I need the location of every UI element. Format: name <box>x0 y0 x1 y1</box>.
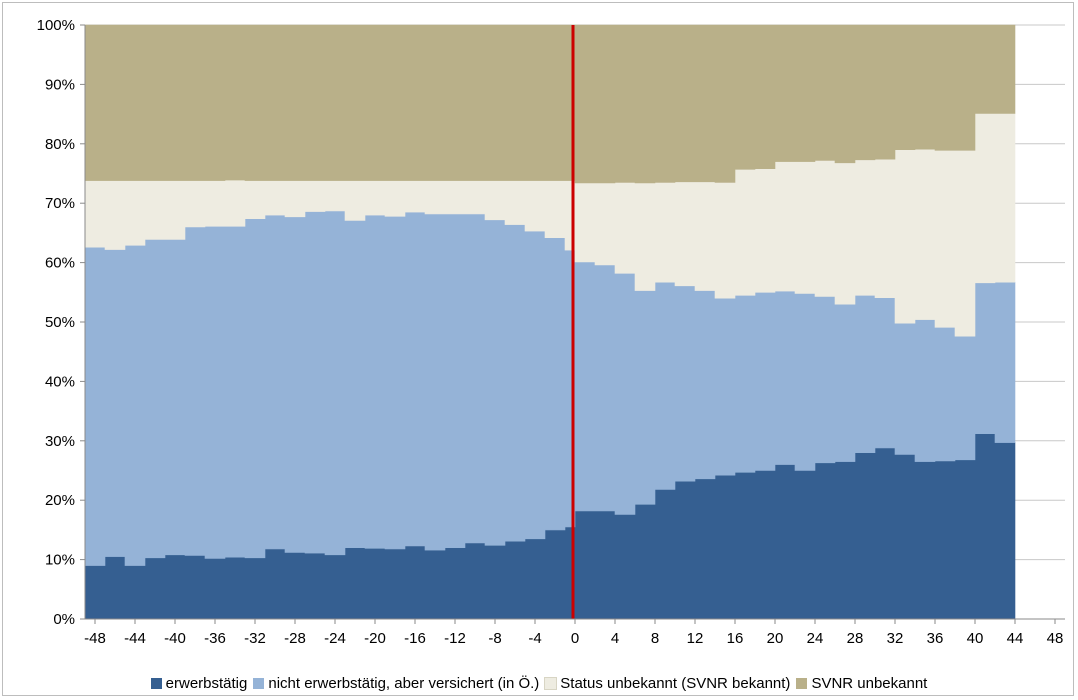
y-tick-label: 40% <box>45 373 75 390</box>
y-axis: 0% 10% 20% 30% 40% 50% 60% 70% 80% 90% 100% <box>37 17 86 628</box>
x-tick-label: -36 <box>204 630 226 647</box>
x-tick-label: -4 <box>528 630 541 647</box>
x-tick-label: -40 <box>164 630 186 647</box>
x-tick-label: -12 <box>444 630 466 647</box>
area-series-4 <box>84 24 1016 184</box>
y-tick-label: 50% <box>45 314 75 331</box>
y-tick-label: 0% <box>53 611 75 628</box>
x-tick-label: 4 <box>611 630 619 647</box>
x-tick-label: 20 <box>767 630 784 647</box>
x-tick-label: 24 <box>807 630 824 647</box>
x-tick-label: -16 <box>404 630 426 647</box>
x-tick-label: 44 <box>1007 630 1024 647</box>
x-tick-label: 28 <box>847 630 864 647</box>
x-tick-label: 0 <box>571 630 579 647</box>
x-axis: -48 -44 -40 -36 -32 -28 -24 -20 -16 -12 -8 -4 0 4 8 12 1… <box>84 618 1065 647</box>
y-tick-label: 20% <box>45 492 75 509</box>
stacked-area-chart: 0%10%20%30%40%50%60%70%80%90%100% -48 -44… <box>37 17 1065 647</box>
legend-label: Status unbekannt (SVNR bekannt) <box>560 675 791 692</box>
legend: erwerbstätig nicht erwerbstätig, aber ver… <box>3 675 1075 692</box>
legend-item: SVNR unbekannt <box>796 675 927 692</box>
x-tick-label: 16 <box>727 630 744 647</box>
x-tick-label: -24 <box>324 630 346 647</box>
x-tick-label: 48 <box>1047 630 1064 647</box>
legend-swatch <box>544 677 558 690</box>
x-tick-label: -32 <box>244 630 266 647</box>
series-areas <box>84 24 1016 620</box>
y-tick-label: 80% <box>45 136 75 153</box>
legend-label: nicht erwerbstätig, aber versichert (in … <box>268 675 540 692</box>
x-tick-label: 12 <box>687 630 704 647</box>
x-tick-label: -20 <box>364 630 386 647</box>
x-tick-label: 32 <box>887 630 904 647</box>
y-tick-label: 90% <box>45 76 75 93</box>
legend-item: nicht erwerbstätig, aber versichert (in … <box>253 675 539 692</box>
x-tick-label: 40 <box>967 630 984 647</box>
legend-item: erwerbstätig <box>150 675 248 692</box>
x-tick-label: 8 <box>651 630 659 647</box>
y-tick-label: 10% <box>45 552 75 569</box>
y-tick-label: 70% <box>45 195 75 212</box>
legend-item: Status unbekannt (SVNR bekannt) <box>544 675 791 692</box>
legend-label: erwerbstätig <box>165 675 248 692</box>
legend-swatch <box>150 678 162 689</box>
legend-label: SVNR unbekannt <box>811 675 928 692</box>
y-tick-label: 100% <box>37 17 75 34</box>
x-tick-label: -48 <box>84 630 106 647</box>
x-tick-label: 36 <box>927 630 944 647</box>
y-tick-label: 30% <box>45 433 75 450</box>
x-tick-label: -44 <box>124 630 146 647</box>
x-tick-label: -8 <box>488 630 501 647</box>
x-tick-label: -28 <box>284 630 306 647</box>
y-tick-label: 60% <box>45 255 75 272</box>
legend-swatch <box>796 678 808 689</box>
legend-swatch <box>253 678 265 689</box>
